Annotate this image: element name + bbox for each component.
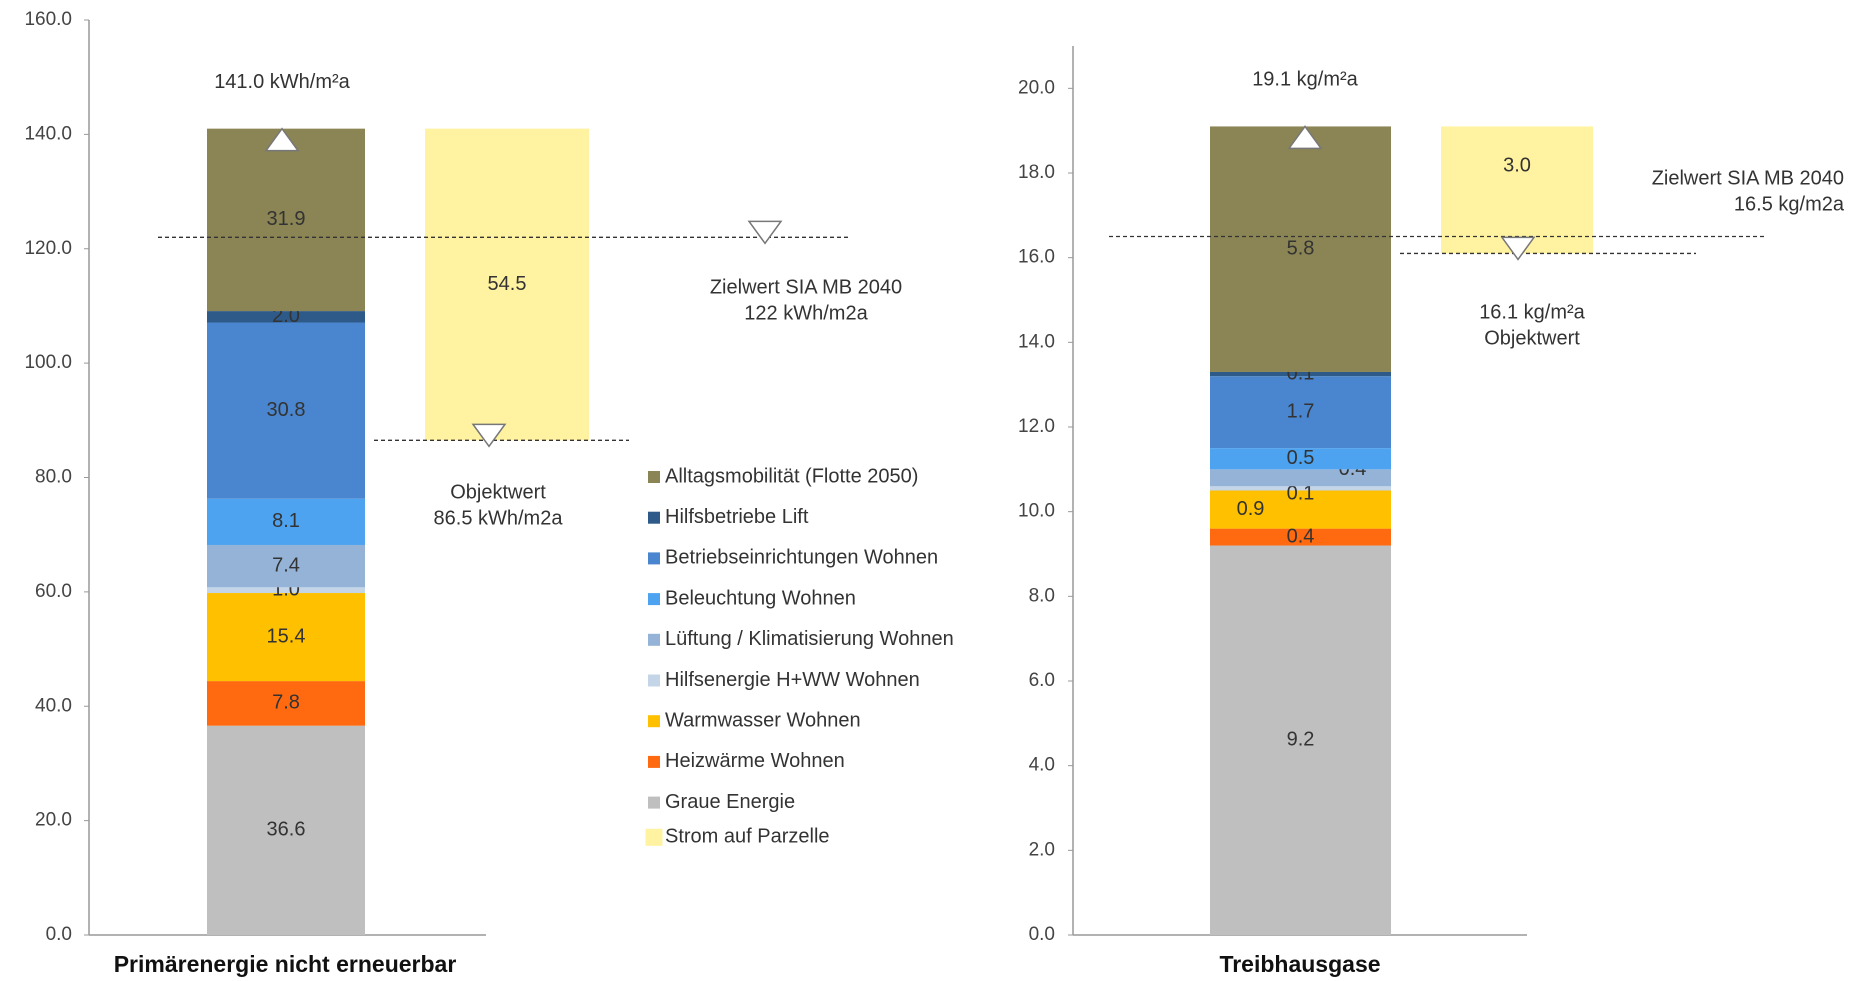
bar-segment — [1210, 490, 1391, 529]
y-tick-label: 100.0 — [24, 352, 72, 373]
segment-label: 9.2 — [1287, 729, 1315, 751]
bar-segment — [1210, 126, 1391, 372]
y-tick-label: 4.0 — [1029, 755, 1055, 776]
objective-label: 16.1 kg/m²a — [1479, 301, 1585, 323]
bar-segment — [207, 593, 365, 682]
segment-label: 0.9 — [1237, 498, 1265, 520]
legend-swatch — [648, 715, 660, 728]
strom-bar — [1441, 126, 1593, 254]
total-marker — [264, 127, 300, 152]
target-marker — [747, 220, 783, 245]
y-tick-label: 40.0 — [35, 695, 72, 716]
bar-segment — [207, 587, 365, 594]
x-axis-label: Treibhausgase — [1219, 951, 1380, 977]
y-tick-label: 0.0 — [1029, 924, 1055, 945]
total-label: 141.0 kWh/m²a — [214, 71, 350, 93]
y-tick-label: 60.0 — [35, 581, 72, 602]
strom-label: 3.0 — [1503, 155, 1531, 177]
target-label: Zielwert SIA MB 2040 — [710, 276, 902, 298]
bar-segment — [207, 725, 365, 935]
segment-label: 7.4 — [272, 554, 300, 576]
legend-label: Alltagsmobilität (Flotte 2050) — [665, 465, 918, 487]
legend-label: Betriebseinrichtungen Wohnen — [665, 547, 938, 569]
bar-segment — [207, 498, 365, 545]
segment-label: 8.1 — [272, 510, 300, 532]
legend-label: Hilfsbetriebe Lift — [665, 506, 809, 528]
segment-label: 0.4 — [1287, 525, 1315, 547]
total-marker — [1287, 125, 1323, 150]
y-tick-label: 2.0 — [1029, 839, 1055, 860]
legend-label: Hilfsenergie H+WW Wohnen — [665, 669, 920, 691]
y-tick-label: 80.0 — [35, 467, 72, 488]
y-tick-label: 20.0 — [1018, 77, 1055, 98]
y-tick-label: 0.0 — [46, 924, 72, 945]
bar-segment — [1210, 448, 1391, 470]
legend-label: Beleuchtung Wohnen — [665, 587, 856, 609]
objective-label: 86.5 kWh/m2a — [434, 507, 564, 529]
segment-label: 31.9 — [267, 208, 306, 230]
bar-segment — [1210, 528, 1391, 546]
segment-label: 0.1 — [1287, 483, 1315, 505]
segment-label: 30.8 — [267, 399, 306, 421]
segment-label: 1.7 — [1287, 400, 1315, 422]
y-tick-label: 18.0 — [1018, 162, 1055, 183]
segment-label: 5.8 — [1287, 237, 1315, 259]
y-tick-label: 12.0 — [1018, 416, 1055, 437]
y-tick-label: 120.0 — [24, 238, 72, 259]
bar-segment — [1210, 469, 1391, 487]
legend-label: Lüftung / Klimatisierung Wohnen — [665, 628, 954, 650]
legend-swatch — [648, 633, 660, 646]
y-tick-label: 8.0 — [1029, 585, 1055, 606]
y-tick-label: 10.0 — [1018, 501, 1055, 522]
objective-label: Objektwert — [1484, 327, 1580, 349]
legend-swatch — [645, 828, 663, 846]
segment-label: 36.6 — [267, 819, 306, 841]
legend-label: Warmwasser Wohnen — [665, 709, 861, 731]
legend-label: Graue Energie — [665, 791, 795, 813]
segment-label: 7.8 — [272, 692, 300, 714]
legend-swatch — [648, 511, 660, 524]
legend-swatch — [648, 593, 660, 606]
y-tick-label: 16.0 — [1018, 247, 1055, 268]
bar-segment — [1210, 371, 1391, 377]
target-label: Zielwert SIA MB 2040 — [1652, 167, 1844, 189]
objective-label: Objektwert — [450, 481, 546, 503]
legend-swatch — [648, 674, 660, 687]
legend-label: Heizwärme Wohnen — [665, 750, 845, 772]
objective-marker — [471, 423, 507, 448]
target-label: 16.5 kg/m2a — [1734, 193, 1845, 215]
objective-marker — [1500, 236, 1536, 261]
legend-swatch — [648, 796, 660, 809]
total-label: 19.1 kg/m²a — [1252, 69, 1358, 91]
legend-swatch — [648, 755, 660, 768]
y-tick-label: 160.0 — [24, 9, 72, 30]
target-label: 122 kWh/m2a — [744, 302, 868, 324]
strom-bar — [425, 128, 589, 441]
legend-swatch — [648, 552, 660, 565]
y-tick-label: 20.0 — [35, 810, 72, 831]
y-tick-label: 140.0 — [24, 123, 72, 144]
bar-segment — [1210, 376, 1391, 449]
bar-segment — [207, 322, 365, 499]
bar-segment — [1210, 486, 1391, 491]
y-tick-label: 6.0 — [1029, 670, 1055, 691]
segment-label: 15.4 — [267, 625, 306, 647]
strom-label: 54.5 — [488, 273, 527, 295]
y-tick-label: 14.0 — [1018, 331, 1055, 352]
x-axis-label: Primärenergie nicht erneuerbar — [114, 951, 457, 977]
legend-swatch — [648, 471, 660, 483]
bar-segment — [207, 128, 365, 312]
legend-label: Strom auf Parzelle — [665, 826, 830, 848]
segment-label: 0.5 — [1287, 447, 1315, 469]
bar-segment — [1210, 545, 1391, 935]
bar-segment — [207, 681, 365, 726]
bar-segment — [207, 311, 365, 323]
bar-segment — [207, 544, 365, 588]
